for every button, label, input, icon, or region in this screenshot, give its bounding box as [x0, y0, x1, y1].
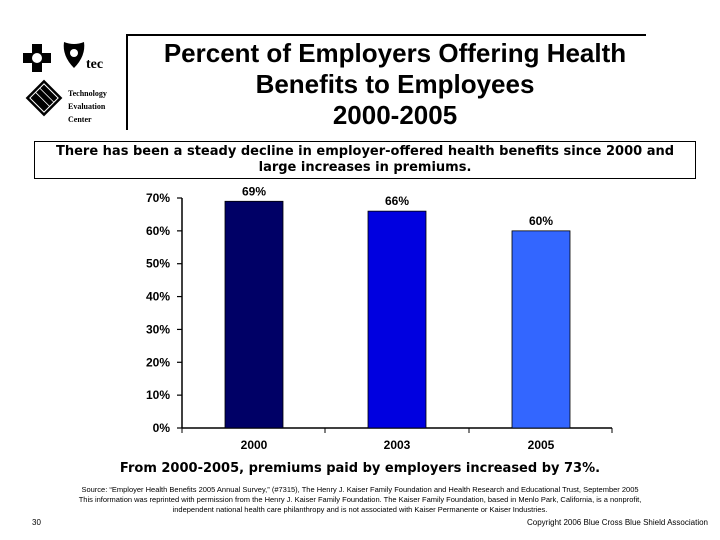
y-tick-label: 20% — [146, 355, 170, 369]
y-tick-label: 50% — [146, 257, 170, 271]
summary-text: From 2000-2005, premiums paid by employe… — [119, 461, 601, 476]
title-rule-vertical — [126, 34, 128, 130]
bar-2003 — [367, 210, 427, 429]
x-tick-label-2003: 2003 — [384, 438, 411, 452]
title-rule-horizontal — [126, 34, 646, 36]
title-line-3: 2000-2005 — [332, 100, 458, 130]
source-line-2: This information was reprinted with perm… — [78, 495, 642, 504]
tec-logo-text: tec — [86, 57, 103, 72]
bars: 69% 2000 66% 2003 60% 2005 — [181, 184, 613, 452]
title-line-1: Percent of Employers Offering Health — [163, 38, 627, 68]
callout-line-2: large increases in premiums. — [258, 160, 472, 175]
page-number: 30 — [32, 518, 41, 527]
logo-area: tec Technology Evaluation Center — [22, 38, 150, 130]
data-label-2003: 66% — [385, 194, 409, 208]
bar-2005 — [511, 230, 571, 429]
slide-title: Percent of Employers Offering Health Ben… — [140, 38, 650, 131]
y-tick-label: 40% — [146, 290, 170, 304]
data-label-2000: 69% — [242, 184, 266, 198]
bcbs-logo-icon: tec Technology Evaluation Center — [23, 42, 107, 124]
y-tick-label: 60% — [146, 224, 170, 238]
source-line-1: Source: “Employer Health Benefits 2005 A… — [81, 485, 639, 494]
bar-2000 — [224, 200, 284, 429]
data-label-2005: 60% — [529, 214, 553, 228]
y-tick-label: 0% — [153, 421, 171, 435]
x-tick-label-2000: 2000 — [241, 438, 268, 452]
source-note: Source: “Employer Health Benefits 2005 A… — [10, 485, 710, 515]
x-tick-label-2005: 2005 — [528, 438, 555, 452]
callout-line-1: There has been a steady decline in emplo… — [55, 144, 675, 159]
copyright: Copyright 2006 Blue Cross Blue Shield As… — [527, 518, 708, 527]
source-line-3: independent national health care philant… — [172, 505, 548, 514]
y-tick-label: 30% — [146, 322, 170, 336]
y-tick-label: 10% — [146, 388, 170, 402]
tec-line-3: Center — [68, 115, 92, 124]
y-tick-label: 70% — [146, 191, 170, 205]
tec-line-2: Evaluation — [68, 102, 106, 111]
title-line-2: Benefits to Employees — [255, 69, 535, 99]
tec-line-1: Technology — [68, 89, 107, 98]
callout-box: There has been a steady decline in emplo… — [34, 141, 696, 179]
